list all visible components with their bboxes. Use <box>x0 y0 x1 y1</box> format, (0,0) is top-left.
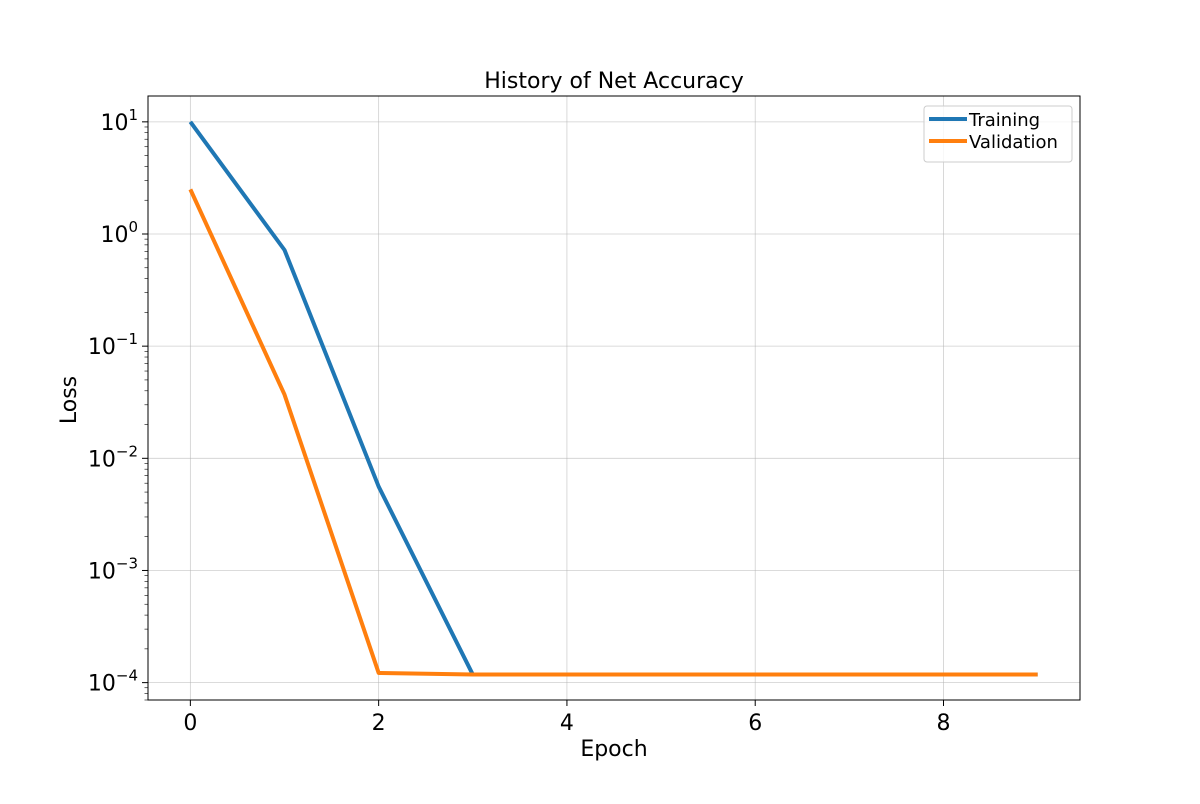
x-tick-label: 2 <box>372 711 386 736</box>
legend-label: Training <box>968 110 1040 131</box>
plot-area-frame <box>147 95 1081 701</box>
legend-label: Validation <box>969 132 1058 153</box>
x-tick-label: 6 <box>748 711 762 736</box>
x-axis-label: Epoch <box>580 737 647 762</box>
x-tick-label: 8 <box>936 711 950 736</box>
grid <box>148 96 1080 700</box>
chart-title: History of Net Accuracy <box>484 69 744 94</box>
y-axis-label: Loss <box>57 376 82 424</box>
axis-ticks: 0 2 4 6 8 10−4 10−3 10−2 10−1 100 101 <box>88 106 951 736</box>
series-layer <box>188 120 1038 677</box>
x-tick-label: 0 <box>183 711 197 736</box>
series-line-training <box>188 120 1038 677</box>
y-tick-label: 10−3 <box>88 554 138 584</box>
y-tick-label: 10−1 <box>88 330 138 360</box>
x-tick-label: 4 <box>560 711 574 736</box>
y-tick-label: 101 <box>100 106 138 136</box>
y-tick-label: 100 <box>100 218 138 248</box>
series-line-validation <box>188 188 1038 677</box>
y-tick-label: 10−2 <box>88 442 138 472</box>
y-tick-label: 10−4 <box>88 667 138 697</box>
